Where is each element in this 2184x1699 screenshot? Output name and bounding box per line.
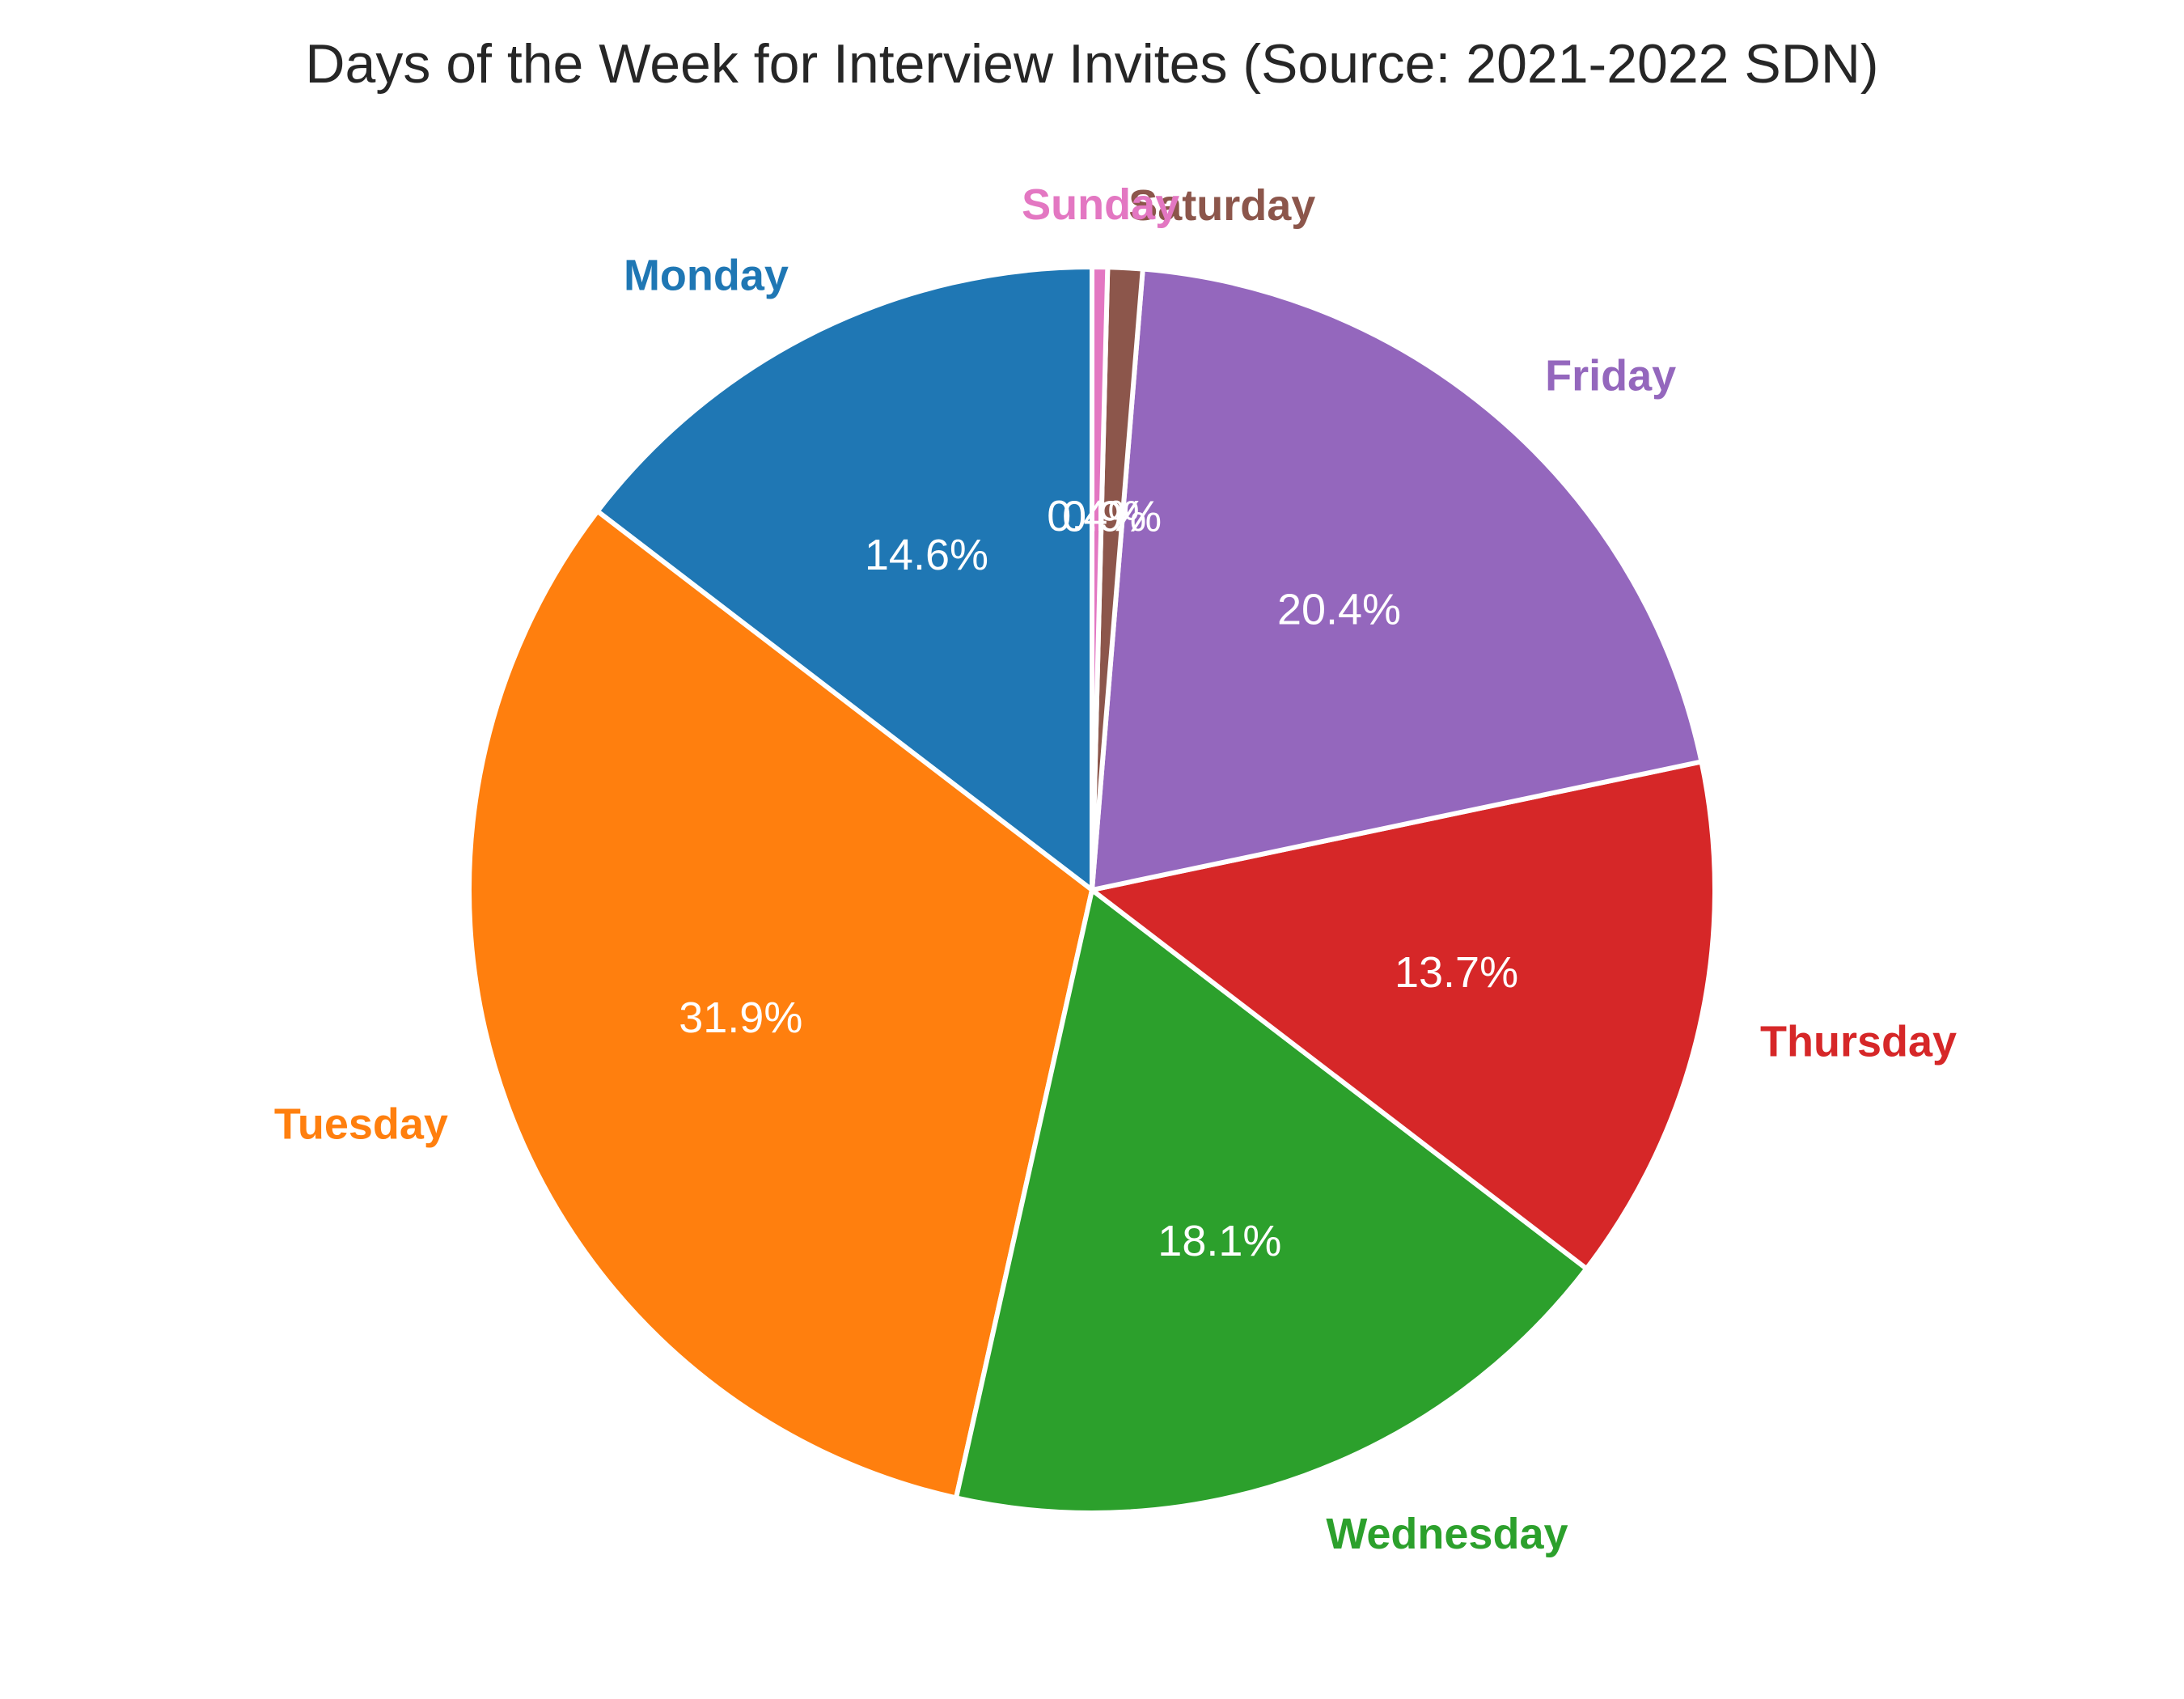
category-label-tuesday: Tuesday [274,1099,448,1148]
category-label-thursday: Thursday [1760,1017,1957,1066]
category-label-wednesday: Wednesday [1326,1510,1568,1558]
category-label-sunday: Sunday [1022,180,1179,229]
pie-slice-thursday [1090,759,1718,1272]
pct-label-friday: 20.4% [1277,585,1401,633]
pie-slice-tuesday [467,508,1094,1501]
pie-slice-friday [1090,266,1704,892]
pct-label-saturday: 0.9% [1062,493,1162,541]
category-label-friday: Friday [1545,352,1676,400]
pct-label-thursday: 13.7% [1395,948,1518,997]
pct-label-wednesday: 18.1% [1158,1217,1281,1265]
category-label-saturday: Saturday [1128,181,1315,230]
pie-slice-sunday [1090,265,1111,892]
chart-title: Days of the Week for Interview Invites (… [305,33,1878,95]
pct-label-monday: 14.6% [865,531,988,579]
pie-slice-monday [595,265,1094,892]
pie-slices [467,265,1718,1515]
pct-label-tuesday: 31.9% [679,994,802,1042]
pie-labels: 14.6% Monday 31.9% Tuesday 18.1% Wednesday 13.… [274,180,1957,1558]
pie-slice-wednesday [954,888,1589,1515]
pct-label-sunday: 0.4% [1047,492,1146,540]
category-label-monday: Monday [624,252,789,300]
